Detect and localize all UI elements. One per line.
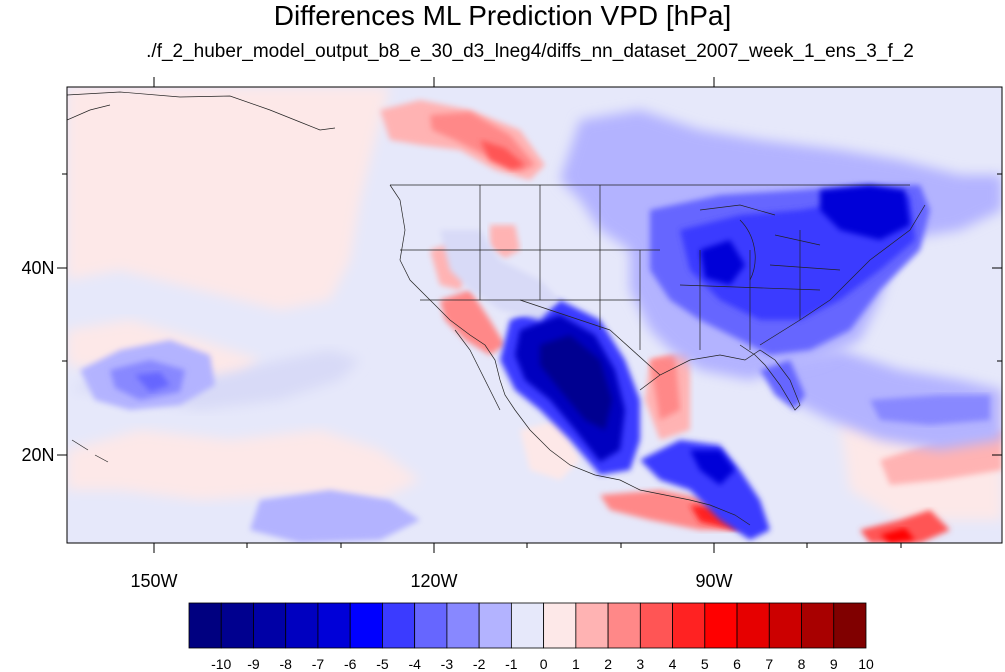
lon-label-120w: 120W — [410, 571, 457, 591]
colorbar-swatch — [801, 602, 835, 649]
colorbar-label: 1 — [572, 656, 580, 672]
colorbar-swatch — [639, 602, 673, 649]
colorbar-label: -7 — [312, 656, 325, 672]
colorbar-label: -3 — [441, 656, 454, 672]
colorbar-label: 10 — [858, 656, 874, 672]
colorbar-swatch — [736, 602, 770, 649]
colorbar-swatch — [704, 602, 738, 649]
colorbar-swatch — [382, 602, 416, 649]
colorbar-swatch — [575, 602, 609, 649]
colorbar-swatch — [349, 602, 383, 649]
colorbar-label: -5 — [376, 656, 389, 672]
map-frame — [66, 86, 1003, 544]
colorbar-label: -2 — [473, 656, 486, 672]
colorbar-label: 5 — [701, 656, 709, 672]
colorbar-swatch — [672, 602, 706, 649]
anomaly-field — [67, 87, 1002, 543]
lon-label-150w: 150W — [130, 571, 177, 591]
colorbar-label: -8 — [279, 656, 292, 672]
colorbar-swatch — [220, 602, 254, 649]
colorbar-swatch — [833, 602, 867, 649]
colorbar-swatch — [478, 602, 512, 649]
colorbar-swatch — [285, 602, 319, 649]
colorbar-label: -6 — [344, 656, 357, 672]
map-ticks — [57, 77, 1002, 553]
colorbar-swatch — [188, 602, 222, 649]
colorbar-label: -9 — [247, 656, 260, 672]
lat-label-40n: 40N — [21, 258, 54, 278]
colorbar-swatch — [253, 602, 287, 649]
colorbar-label: 7 — [765, 656, 773, 672]
colorbar-swatch — [510, 602, 545, 649]
lon-label-90w: 90W — [695, 571, 732, 591]
colorbar-label: -1 — [505, 656, 518, 672]
coastlines-and-borders — [67, 91, 926, 526]
lat-label-20n: 20N — [21, 445, 54, 465]
colorbar: -10 -9 -8 -7 -6 -5 -4 -3 -2 -1 0 1 2 3 4 5 6 7 8 9 10 — [188, 602, 874, 672]
map-plot-area — [67, 87, 1002, 543]
colorbar-swatch — [446, 602, 480, 649]
map-title: Differences ML Prediction VPD [hPa] — [273, 0, 732, 31]
map-subtitle: ./f_2_huber_model_output_b8_e_30_d3_lneg… — [146, 41, 914, 62]
colorbar-swatch — [543, 602, 577, 649]
colorbar-swatch — [317, 602, 351, 649]
colorbar-label: -4 — [408, 656, 421, 672]
colorbar-swatch — [768, 602, 802, 649]
colorbar-swatch — [607, 602, 641, 649]
colorbar-label: 0 — [540, 656, 548, 672]
colorbar-label: 9 — [830, 656, 838, 672]
colorbar-label: 4 — [669, 656, 677, 672]
colorbar-label: 6 — [733, 656, 741, 672]
colorbar-swatch — [414, 602, 448, 649]
colorbar-label: 2 — [604, 656, 612, 672]
colorbar-label: 3 — [636, 656, 644, 672]
colorbar-label: -10 — [211, 656, 231, 672]
colorbar-label: 8 — [798, 656, 806, 672]
